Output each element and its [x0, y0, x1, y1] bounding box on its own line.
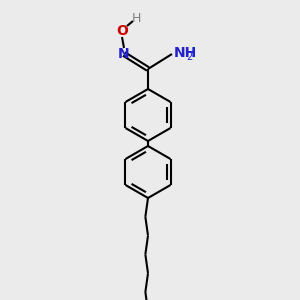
Text: H: H: [131, 13, 141, 26]
Text: O: O: [116, 24, 128, 38]
Text: NH: NH: [174, 46, 197, 60]
Text: N: N: [118, 47, 130, 61]
Text: 2: 2: [186, 52, 192, 62]
